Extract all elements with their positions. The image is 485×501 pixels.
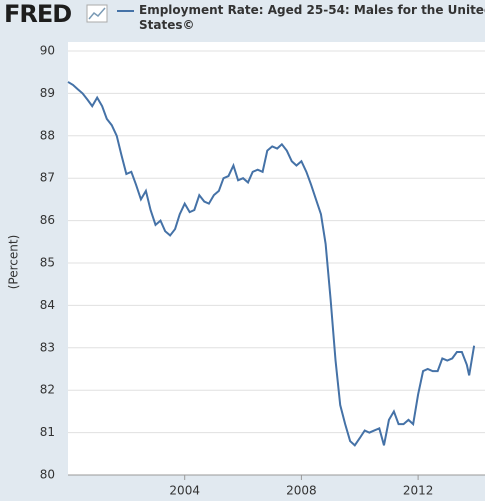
- title-box: Employment Rate: Aged 25-54: Males for t…: [139, 3, 485, 33]
- y-tick-label: 83: [40, 340, 55, 354]
- y-tick-label: 88: [40, 128, 55, 142]
- x-tick-label: 2004: [169, 484, 200, 498]
- y-tick-label: 86: [40, 213, 55, 227]
- y-tick-label: 89: [40, 86, 55, 100]
- y-tick-label: 84: [40, 298, 55, 312]
- y-tick-label: 85: [40, 256, 55, 270]
- logo-icon: [86, 4, 108, 23]
- logo: FRED: [4, 0, 72, 28]
- data-line: [67, 81, 476, 447]
- y-tick-label: 80: [40, 468, 55, 482]
- y-tick-label: 81: [40, 425, 55, 439]
- y-axis-label: (Percent): [7, 235, 21, 290]
- x-tick-label: 2008: [286, 484, 317, 498]
- y-tick-label: 82: [40, 383, 55, 397]
- x-tick-label: 2012: [403, 484, 434, 498]
- plot-area: [68, 42, 485, 475]
- y-tick-label: 90: [40, 44, 55, 58]
- chart-title: Employment Rate: Aged 25-54: Males for t…: [139, 3, 485, 32]
- y-tick-label: 87: [40, 171, 55, 185]
